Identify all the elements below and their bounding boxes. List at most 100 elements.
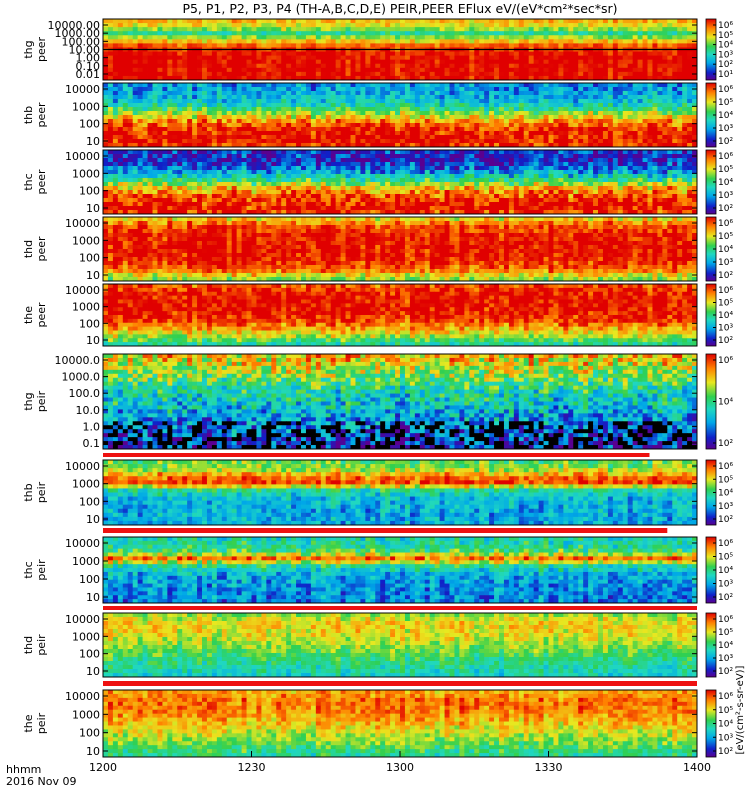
colorbar-tick-label: 10⁴ <box>718 111 733 121</box>
panel-the-peer: 10000 1000 100 10 the peer 10⁶ 10⁵ 10⁴ 10³ 10² <box>22 283 733 347</box>
x-tick-label: 1230 <box>238 761 266 774</box>
y-tick-label: 10000 <box>65 217 100 230</box>
y-tick-label: 1000 <box>72 555 100 568</box>
colorbar-tick-label: 10⁵ <box>718 98 733 108</box>
y-tick-label: 10 <box>86 135 100 148</box>
chart-title: P5, P1, P2, P3, P4 (TH-A,B,C,D,E) PEIR,P… <box>182 1 617 16</box>
colorbar-tick-label: 10⁵ <box>718 475 733 485</box>
colorbar-tick-label: 10² <box>718 137 733 147</box>
y-tick-label: 10000.0 <box>55 354 101 367</box>
colorbar-tick-label: 10⁶ <box>718 219 733 229</box>
panel-ylabel: thb <box>22 483 35 501</box>
y-tick-label: 10 <box>86 745 100 758</box>
colorbar-tick-label: 10³ <box>718 733 733 743</box>
colorbar-tick-label: 10⁵ <box>718 706 733 716</box>
colorbar-tick-label: 10⁶ <box>718 356 733 366</box>
panel-ylabel: peir <box>35 634 48 656</box>
red-bar <box>103 681 697 686</box>
colorbar-tick-label: 10² <box>718 593 733 603</box>
y-tick-label: 1000 <box>72 167 100 180</box>
colorbar-tick-label: 10⁴ <box>718 398 733 408</box>
colorbar-tick-label: 10² <box>718 515 733 525</box>
spectrogram-cells <box>103 19 698 81</box>
panel-ylabel: peer <box>35 302 48 328</box>
panel-ylabel: peer <box>35 37 48 63</box>
y-tick-label: 10.00 <box>69 44 101 57</box>
panel-ylabel: thc <box>22 173 35 190</box>
panel-frame <box>102 612 698 678</box>
panel-ylabel: peir <box>35 481 48 503</box>
y-tick-label: 10000.00 <box>48 19 101 32</box>
y-tick-label: 100 <box>79 727 100 740</box>
colorbar-tick-label: 10³ <box>718 50 733 60</box>
y-tick-label: 100 <box>79 495 100 508</box>
panel-frame <box>102 149 698 215</box>
panel-ylabel: peer <box>35 236 48 262</box>
colorbar-tick-label: 10⁵ <box>718 628 733 638</box>
y-tick-label: 10.0 <box>76 404 101 417</box>
colorbar-tick-label: 10⁶ <box>718 152 733 162</box>
y-tick-label: 10000 <box>65 690 100 703</box>
red-bar <box>103 606 697 610</box>
colorbar-tick-label: 10⁴ <box>718 41 733 51</box>
colorbar-tick-label: 10¹ <box>718 70 733 80</box>
panel-ylabel: peer <box>35 102 48 128</box>
spectrogram-cells <box>103 460 698 526</box>
panel-thc-peer: 10000 1000 100 10 thc peer 10⁶ 10⁵ 10⁴ 10³ 10² <box>22 149 733 215</box>
spectrogram-cells <box>103 284 698 347</box>
panel-thg-peir: 10000.0 1000.0 100.0 10.0 1.0 0.1 thg peir 10⁶ 10… <box>22 353 733 450</box>
panel-the-peir: 10000 1000 100 10 the peir 10⁶ 10⁵ 10⁴ 10³ 10² <box>22 689 733 758</box>
colorbar-tick-label: 10⁶ <box>718 692 733 702</box>
x-tick-label: 1300 <box>386 761 414 774</box>
colorbar-tick-label: 10⁴ <box>718 566 733 576</box>
panel-frame <box>102 353 698 450</box>
spectrogram-cells <box>103 217 698 282</box>
y-tick-label: 1000 <box>72 708 100 721</box>
colorbar-tick-label: 10³ <box>718 191 733 201</box>
colorbar-tick-label: 10³ <box>718 502 733 512</box>
colorbar-tick-label: 10⁶ <box>718 539 733 549</box>
colorbar-tick-label: 10² <box>718 667 733 677</box>
colorbar-tick-label: 10⁴ <box>718 489 733 499</box>
y-tick-label: 10000 <box>65 613 100 626</box>
panel-ylabel: peir <box>35 390 48 412</box>
y-tick-label: 100 <box>79 118 100 131</box>
y-tick-label: 10 <box>86 334 100 347</box>
colorbar-tick-label: 10⁵ <box>718 165 733 175</box>
colorbar-tick-label: 10⁶ <box>718 462 733 472</box>
colorbar-tick-label: 10² <box>718 336 733 346</box>
y-tick-label: 1.00 <box>76 52 101 65</box>
spectrogram-cells <box>103 83 698 148</box>
y-tick-label: 1000 <box>72 630 100 643</box>
panel-thd-peir: 10000 1000 100 10 thd peir 10⁶ 10⁵ 10⁴ 10³ 10² <box>22 612 733 678</box>
panel-thb-peer: 10000 1000 100 10 thb peer 10⁶ 10⁵ 10⁴ 10³ 10² <box>22 82 733 148</box>
red-bar <box>103 453 650 457</box>
colorbar-tick-label: 10⁶ <box>718 85 733 95</box>
y-tick-label: 100 <box>79 317 100 330</box>
y-tick-label: 100 <box>79 252 100 265</box>
panel-ylabel: thd <box>22 636 35 654</box>
colorbar-tick-label: 10³ <box>718 580 733 590</box>
spectrogram-cells <box>103 150 698 215</box>
colorbar-tick-label: 10² <box>718 60 733 70</box>
y-tick-label: 10 <box>86 513 100 526</box>
colorbar-tick-label: 10⁶ <box>718 615 733 625</box>
y-tick-label: 10000 <box>65 284 100 297</box>
colorbar <box>705 18 717 81</box>
panel-ylabel: peir <box>35 559 48 581</box>
y-tick-label: 1000.00 <box>55 27 101 40</box>
panel-ylabel: peir <box>35 712 48 734</box>
y-tick-label: 1000 <box>72 301 100 314</box>
panel-frame <box>102 283 698 347</box>
y-tick-label: 100 <box>79 573 100 586</box>
colorbar-tick-label: 10² <box>718 439 733 449</box>
colorbar-tick-label: 10⁴ <box>718 178 733 188</box>
y-tick-label: 10 <box>86 269 100 282</box>
x-tick-label: 1400 <box>683 761 711 774</box>
y-tick-label: 0.01 <box>76 68 101 81</box>
colorbar-tick-label: 10⁶ <box>718 21 733 31</box>
y-tick-label: 1000 <box>72 234 100 247</box>
panel-frame <box>102 459 698 526</box>
